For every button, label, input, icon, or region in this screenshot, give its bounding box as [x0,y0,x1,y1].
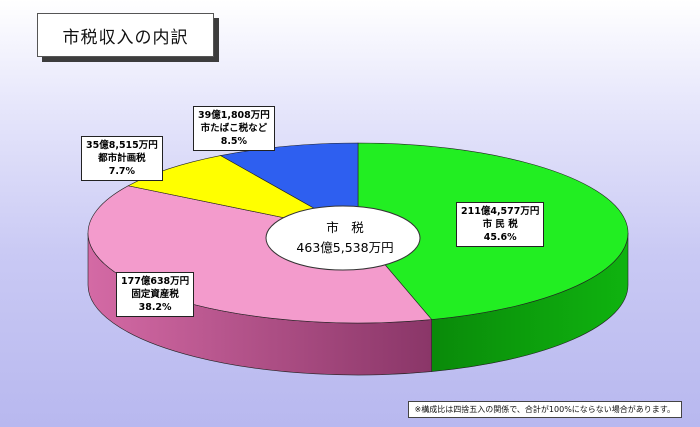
label-name: 市 民 税 [482,219,518,230]
label-amount: 39億1,808万円 [198,110,270,121]
total-value: 463億5,538万円 [296,240,394,255]
label-name: 都市計画税 [98,153,146,164]
label-koteishisanzei: 177億638万円 固定資産税 38.2% [116,272,195,317]
label-tabakozei: 39億1,808万円 市たばこ税など 8.5% [193,106,275,151]
label-percent: 38.2% [138,302,172,313]
label-name: 固定資産税 [131,289,179,300]
label-amount: 211億4,577万円 [461,206,540,217]
label-percent: 7.7% [108,166,136,177]
total-name: 市 税 [326,220,364,235]
footnote-text: ※構成比は四捨五入の関係で、合計が100%にならない場合があります。 [414,405,675,414]
label-amount: 35億8,515万円 [86,140,158,151]
page-title-text: 市税収入の内訳 [62,27,189,48]
page-title: 市税収入の内訳 [37,13,214,57]
center-total-oval [265,205,421,271]
label-percent: 45.6% [483,232,517,243]
label-toshikeikakuzei: 35億8,515万円 都市計画税 7.7% [81,136,163,181]
label-shiminzei: 211億4,577万円 市 民 税 45.6% [456,202,545,247]
footnote: ※構成比は四捨五入の関係で、合計が100%にならない場合があります。 [407,401,682,418]
center-total-label: 市 税 463億5,538万円 [267,206,423,270]
label-percent: 8.5% [220,136,248,147]
label-amount: 177億638万円 [121,276,190,287]
label-name: 市たばこ税など [200,123,268,134]
